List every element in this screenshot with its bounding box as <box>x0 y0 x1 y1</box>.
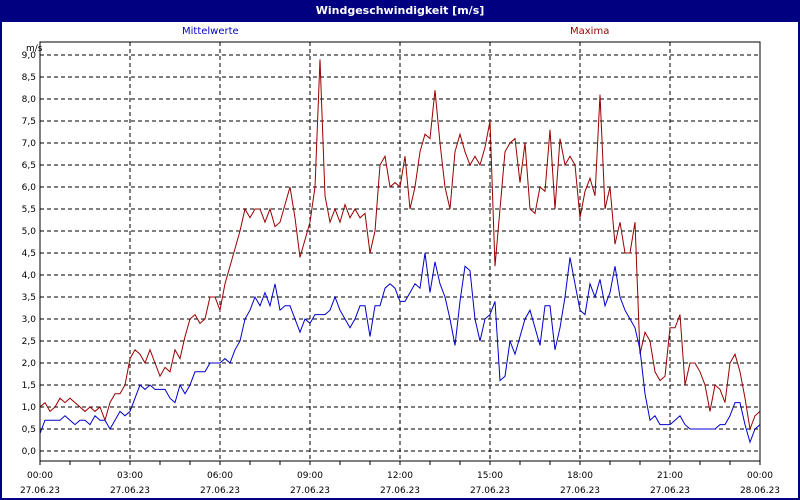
x-tick-time: 21:00 <box>657 471 683 481</box>
x-axis: 00:00 27.06.23 03:00 27.06.23 06:00 27.06.23 0… <box>20 461 780 496</box>
x-tick-time: 03:00 <box>117 471 143 481</box>
x-tick-date: 27.06.23 <box>110 486 150 496</box>
x-tick-date: 28.06.23 <box>740 486 780 496</box>
x-tick-time: 12:00 <box>387 471 413 481</box>
y-tick-label: 9,0 <box>22 51 37 61</box>
legend-mean-label: Mittelwerte <box>182 26 239 37</box>
y-tick-label: 5,0 <box>22 227 37 237</box>
y-tick-label: 8,0 <box>22 95 37 105</box>
y-tick-label: 7,5 <box>22 117 36 127</box>
x-tick-time: 18:00 <box>567 471 593 481</box>
y-tick-label: 3,5 <box>22 293 36 303</box>
x-tick-date: 27.06.23 <box>380 486 420 496</box>
x-tick-date: 27.06.23 <box>560 486 600 496</box>
y-tick-label: 4,0 <box>22 271 37 281</box>
y-tick-label: 7,0 <box>22 139 37 149</box>
y-tick-label: 1,5 <box>22 381 36 391</box>
y-tick-label: 0,5 <box>22 425 36 435</box>
y-tick-label: 8,5 <box>22 73 36 83</box>
y-tick-label: 6,5 <box>22 161 36 171</box>
y-tick-label: 5,5 <box>22 205 36 215</box>
y-tick-label: 1,0 <box>22 403 37 413</box>
y-tick-label: 0,0 <box>22 447 37 457</box>
y-tick-label: 6,0 <box>22 183 37 193</box>
y-tick-label: 2,0 <box>22 359 37 369</box>
y-tick-label: 4,5 <box>22 249 36 259</box>
y-axis: 0,0 0,5 1,0 1,5 2,0 2,5 3,0 3,5 4,0 4,5 5,0 5,5 6,0 6… <box>22 51 37 457</box>
x-tick-time: 15:00 <box>477 471 503 481</box>
y-axis-unit: m/s <box>26 44 43 54</box>
x-tick-time: 09:00 <box>297 471 323 481</box>
x-tick-date: 27.06.23 <box>20 486 60 496</box>
x-tick-date: 27.06.23 <box>470 486 510 496</box>
x-tick-date: 27.06.23 <box>290 486 330 496</box>
chart-title: Windgeschwindigkeit [m/s] <box>2 2 798 22</box>
x-tick-time: 06:00 <box>207 471 233 481</box>
y-tick-label: 2,5 <box>22 337 36 347</box>
grid-lines <box>40 42 760 461</box>
x-tick-time: 00:00 <box>747 471 773 481</box>
y-tick-label: 3,0 <box>22 315 37 325</box>
x-tick-time: 00:00 <box>27 471 53 481</box>
x-tick-date: 27.06.23 <box>650 486 690 496</box>
series-mean-line <box>39 252 761 444</box>
legend-max-label: Maxima <box>570 26 610 37</box>
plot-frame <box>39 41 761 462</box>
x-tick-date: 27.06.23 <box>200 486 240 496</box>
